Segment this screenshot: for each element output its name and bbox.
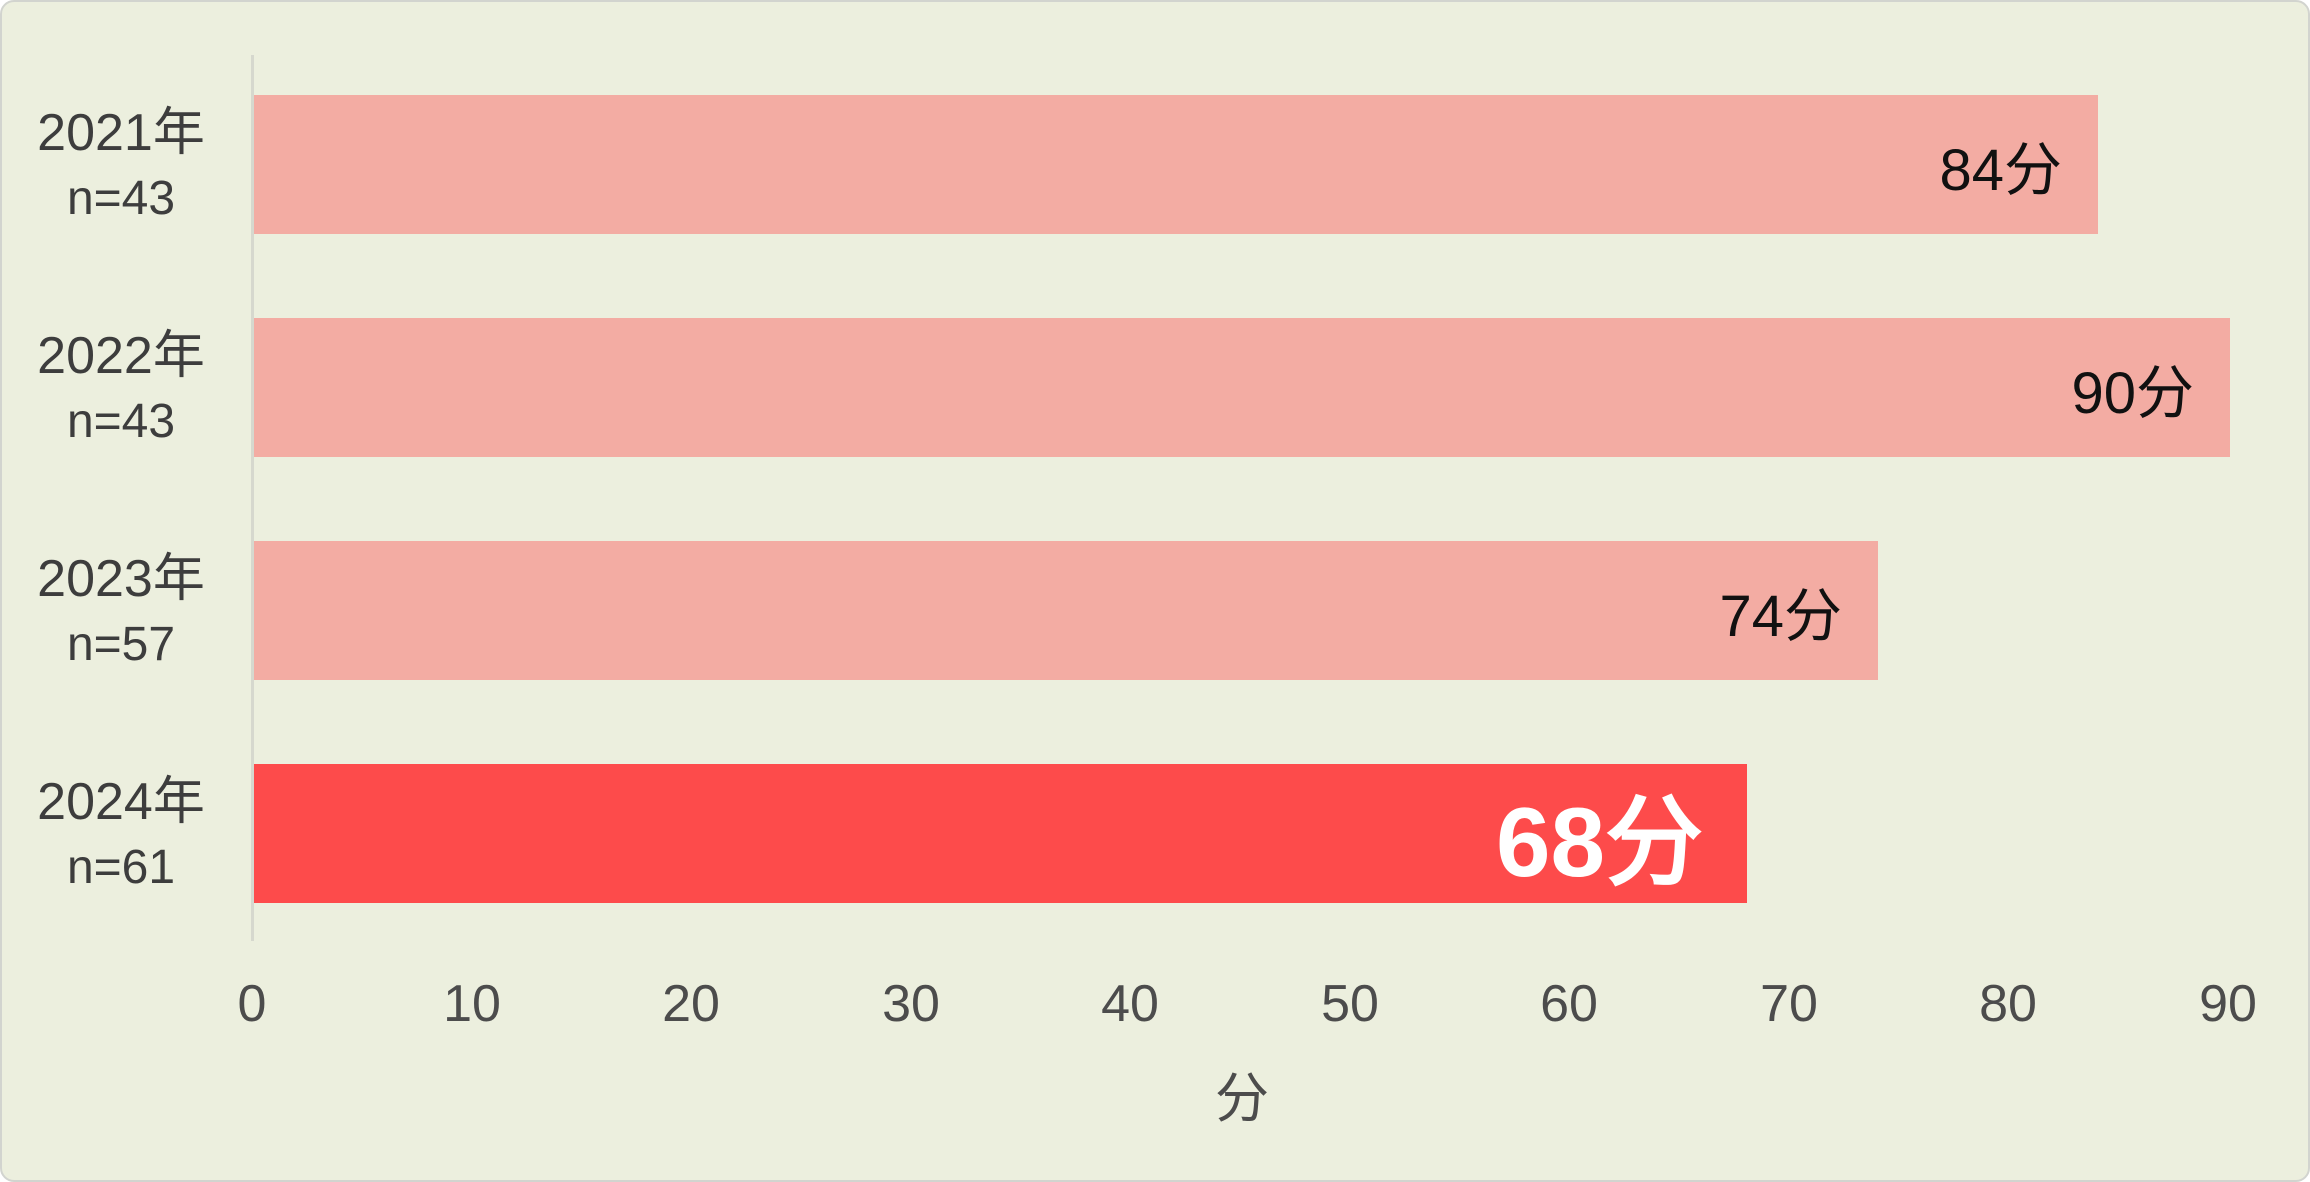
x-tick-label: 80 bbox=[1979, 975, 2037, 1033]
x-tick-label: 70 bbox=[1760, 975, 1818, 1033]
category-sample-size: n=43 bbox=[66, 395, 176, 449]
category-label: 2023年 n=57 bbox=[2, 541, 240, 680]
category-year: 2023年 bbox=[37, 549, 205, 608]
x-tick-label: 30 bbox=[882, 975, 940, 1033]
category-year: 2022年 bbox=[37, 326, 205, 385]
category-sample-size: n=43 bbox=[66, 172, 176, 226]
bar: 90分 bbox=[254, 318, 2230, 457]
category-year: 2021年 bbox=[37, 103, 205, 162]
category-sample-size: n=61 bbox=[66, 841, 176, 895]
category-label: 2021年 n=43 bbox=[2, 95, 240, 234]
x-tick-label: 0 bbox=[237, 975, 267, 1033]
value-label: 68分 bbox=[1495, 786, 1703, 897]
x-tick-label: 60 bbox=[1540, 975, 1598, 1033]
category-year: 2024年 bbox=[37, 772, 205, 831]
x-tick-label: 40 bbox=[1101, 975, 1159, 1033]
category-label: 2022年 n=43 bbox=[2, 318, 240, 457]
x-tick-label: 50 bbox=[1321, 975, 1379, 1033]
bar: 74分 bbox=[254, 541, 1878, 680]
x-axis-title: 分 bbox=[1215, 1069, 1269, 1129]
value-label: 84分 bbox=[1939, 137, 2062, 203]
x-tick-label: 90 bbox=[2199, 975, 2257, 1033]
bar: 84分 bbox=[254, 95, 2098, 234]
value-label: 90分 bbox=[2071, 360, 2194, 426]
x-tick-label: 20 bbox=[662, 975, 720, 1033]
x-tick-label: 10 bbox=[443, 975, 501, 1033]
category-sample-size: n=57 bbox=[66, 618, 176, 672]
bar-highlighted: 68分 bbox=[254, 764, 1747, 903]
y-axis-line bbox=[251, 55, 254, 941]
category-label: 2024年 n=61 bbox=[2, 764, 240, 903]
value-label: 74分 bbox=[1719, 583, 1842, 649]
